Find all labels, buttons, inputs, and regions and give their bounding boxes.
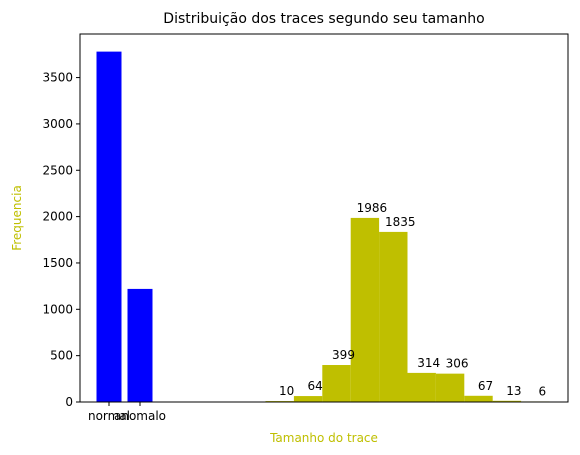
y-tick-label-5: 2500 [42,163,73,177]
hist-bar-label-7: 67 [478,379,493,393]
y-tick-label-7: 3500 [42,71,73,85]
hist-bar-3 [350,217,380,402]
hist-bar-5 [407,372,436,402]
hist-bar-6 [435,373,465,402]
plot-frame [79,33,569,403]
hist-bar-label-2: 399 [332,348,355,362]
hist-bar-4 [379,231,408,402]
hist-bar-label-6: 306 [446,357,469,371]
hist-bar-label-9: 6 [538,384,546,398]
y-tick-label-2: 1000 [42,302,73,316]
x-tick-label-anomalo: anomalo [114,409,166,423]
chart-title: Distribuição dos traces segundo seu tama… [163,11,484,27]
hist-bar-label-5: 314 [417,356,440,370]
y-axis: 0 500 1000 1500 2000 2500 3000 3500 [42,71,80,409]
y-tick-label-0: 0 [65,395,73,409]
y-tick-label-6: 3000 [42,117,73,131]
y-tick-label-1: 500 [50,349,73,363]
x-tick-label-normal: normal [88,409,130,423]
hist-bar-label-4: 1835 [385,215,416,229]
hist-bar-2 [322,365,351,402]
y-tick-label-3: 1500 [42,256,73,270]
hist-bar-label-0: 10 [279,384,294,398]
bar-normal [96,51,122,402]
y-axis-title: Frequencia [10,185,24,251]
hist-bar-label-8: 13 [506,384,521,398]
y-tick-label-4: 2000 [42,210,73,224]
hist-bar-label-1: 64 [307,379,322,393]
hist-bar-1 [293,396,323,402]
hist-bar-8 [492,400,522,402]
hist-bar-7 [464,395,493,402]
x-axis-title: Tamanho do trace [269,431,378,445]
hist-bar-label-3: 1986 [357,201,388,215]
bar-anomalo [127,288,153,402]
